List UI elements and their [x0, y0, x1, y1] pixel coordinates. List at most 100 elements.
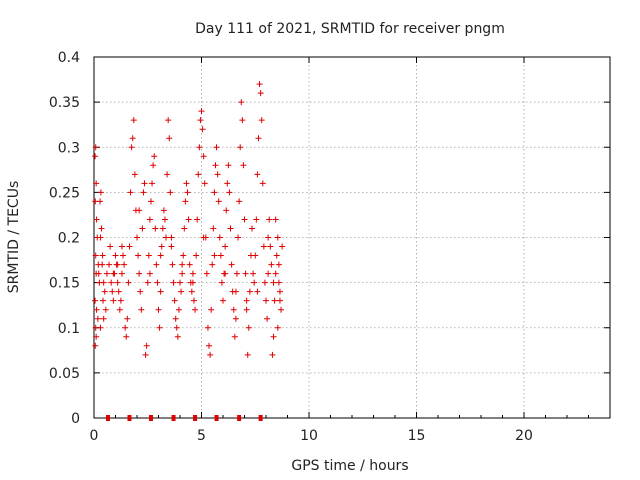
- data-point: [163, 234, 170, 241]
- data-point: [129, 135, 136, 142]
- data-point: [124, 315, 131, 322]
- data-point: [157, 288, 164, 295]
- data-point: [97, 198, 104, 205]
- data-point: [93, 306, 100, 313]
- y-tick-label: 0.1: [58, 321, 80, 337]
- data-point: [257, 90, 264, 97]
- data-point: [272, 216, 279, 223]
- x-tick-label: 5: [197, 428, 206, 444]
- data-point: [100, 315, 107, 322]
- data-point: [92, 252, 99, 259]
- data-point: [136, 207, 143, 214]
- time-marker: [127, 415, 132, 421]
- data-point: [270, 333, 277, 340]
- data-point: [208, 306, 215, 313]
- data-point: [156, 324, 163, 331]
- data-point: [155, 306, 162, 313]
- data-point: [146, 270, 153, 277]
- data-point: [139, 225, 146, 232]
- data-point: [120, 252, 127, 259]
- data-point: [97, 234, 104, 241]
- data-point: [165, 117, 172, 124]
- data-point: [218, 279, 225, 286]
- data-point: [227, 225, 234, 232]
- chart-title: Day 111 of 2021, SRMTID for receiver png…: [195, 21, 505, 37]
- y-tick-label: 0: [71, 411, 80, 427]
- data-point: [168, 243, 175, 250]
- time-marker: [258, 415, 263, 421]
- data-point: [122, 324, 129, 331]
- data-point: [181, 225, 188, 232]
- data-point: [154, 279, 161, 286]
- data-point: [214, 171, 221, 178]
- data-point: [92, 144, 99, 151]
- data-point: [121, 261, 128, 268]
- data-point: [272, 270, 279, 277]
- data-point: [243, 297, 250, 304]
- data-point: [114, 261, 121, 268]
- x-tick-label: 10: [300, 428, 318, 444]
- data-point: [180, 252, 187, 259]
- data-point: [177, 279, 183, 286]
- data-point: [240, 162, 247, 169]
- data-point: [150, 162, 157, 169]
- data-point: [114, 279, 121, 286]
- data-point: [215, 198, 222, 205]
- data-point: [174, 333, 181, 340]
- x-tick-label: 0: [90, 428, 99, 444]
- data-point: [222, 270, 229, 277]
- data-point: [241, 216, 248, 223]
- data-point: [263, 297, 269, 304]
- data-point: [152, 225, 159, 232]
- data-point: [153, 261, 160, 268]
- data-point: [151, 153, 158, 160]
- data-point: [140, 189, 147, 196]
- data-point: [94, 315, 101, 322]
- data-point: [243, 306, 250, 313]
- data-point: [276, 288, 283, 295]
- data-point: [224, 180, 231, 187]
- data-point: [270, 279, 277, 286]
- x-axis-tick-labels: 0 5 10 15 20: [90, 428, 533, 444]
- data-point: [134, 234, 140, 241]
- data-point: [184, 189, 191, 196]
- data-point: [158, 243, 165, 250]
- data-point: [126, 243, 133, 250]
- data-point: [226, 189, 233, 196]
- data-point: [144, 279, 151, 286]
- time-marker: [237, 415, 242, 421]
- data-point: [116, 306, 123, 313]
- data-point: [103, 270, 110, 277]
- data-point: [274, 234, 281, 241]
- data-point: [172, 315, 179, 322]
- data-point: [199, 126, 206, 133]
- data-point: [143, 342, 150, 349]
- data-point: [222, 243, 229, 250]
- data-point: [182, 198, 189, 205]
- data-points: [92, 81, 286, 358]
- data-point: [273, 252, 280, 259]
- data-point: [169, 261, 176, 268]
- data-point: [265, 270, 272, 277]
- data-point: [212, 162, 219, 169]
- data-point: [123, 333, 130, 340]
- data-point: [203, 270, 210, 277]
- data-point: [276, 297, 283, 304]
- data-point: [190, 297, 197, 304]
- data-point: [99, 261, 106, 268]
- y-tick-label: 0.05: [49, 366, 80, 382]
- data-point: [101, 288, 108, 295]
- data-point: [147, 198, 154, 205]
- data-point: [237, 144, 244, 151]
- time-marker: [171, 415, 176, 421]
- y-axis-tick-labels: 0 0.05 0.1 0.15 0.2 0.25 0.3 0.35 0.4: [49, 50, 80, 427]
- data-point: [236, 198, 243, 205]
- x-tick-label: 15: [408, 428, 426, 444]
- data-point: [179, 270, 186, 277]
- data-point: [136, 270, 143, 277]
- data-point: [115, 288, 122, 295]
- data-point: [125, 279, 132, 286]
- y-tick-label: 0.15: [49, 276, 80, 292]
- data-point: [142, 351, 149, 358]
